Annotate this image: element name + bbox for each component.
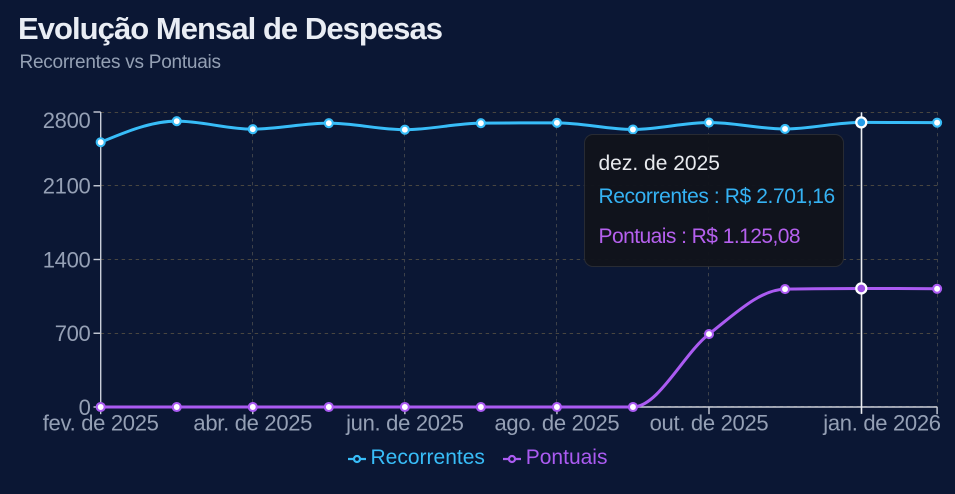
svg-text:out. de 2025: out. de 2025 [650, 411, 769, 436]
svg-text:2100: 2100 [43, 174, 91, 199]
svg-text:jun. de 2025: jun. de 2025 [345, 411, 464, 436]
svg-text:0: 0 [79, 395, 91, 420]
svg-text:700: 700 [55, 321, 91, 346]
svg-text:abr. de 2025: abr. de 2025 [193, 411, 312, 436]
svg-text:ago. de 2025: ago. de 2025 [494, 411, 619, 436]
svg-text:1400: 1400 [43, 247, 91, 272]
svg-text:jan. de 2026: jan. de 2026 [822, 411, 941, 436]
svg-text:fev. de 2025: fev. de 2025 [43, 411, 159, 436]
svg-text:2800: 2800 [43, 108, 91, 133]
